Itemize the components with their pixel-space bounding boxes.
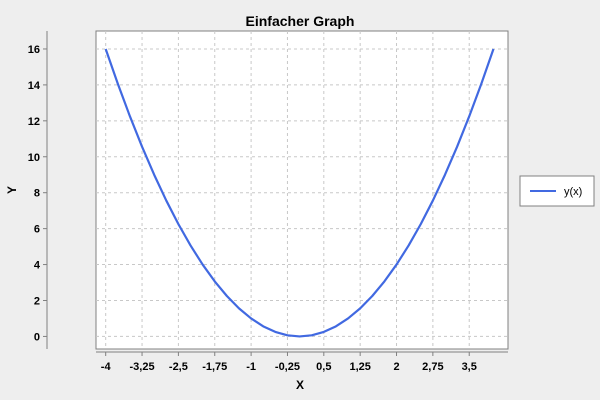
x-tick-label: -3,25	[130, 361, 155, 373]
x-tick-label: -4	[101, 361, 112, 373]
grid	[96, 31, 508, 349]
chart-title: Einfacher Graph	[246, 13, 355, 29]
x-tick-label: -2,5	[169, 361, 188, 373]
series-layer	[104, 48, 495, 338]
legend-label: y(x)	[564, 186, 582, 198]
y-tick-label: 14	[28, 80, 41, 92]
x-tick-label: -0,25	[275, 361, 300, 373]
y-tick-label: 12	[28, 116, 40, 128]
x-tick-label: 0,5	[316, 361, 331, 373]
axes: -4 -3,25 -2,5 -1,75 -1 -0,25 0,5 1,25 2 2,75 3,5 0 2…	[28, 31, 508, 373]
y-axis-label: Y	[5, 186, 19, 194]
y-tick-label: 10	[28, 152, 40, 164]
y-tick-label: 2	[34, 295, 40, 307]
plot-area	[95, 30, 509, 350]
x-tick-label: -1,75	[202, 361, 227, 373]
y-tick-label: 16	[28, 44, 40, 56]
x-tick-label: 1,25	[349, 361, 370, 373]
y-tick-label: 4	[34, 260, 41, 272]
y-tick-label: 0	[34, 331, 40, 343]
x-tick-label: 3,5	[462, 361, 477, 373]
x-tick-label: 2,75	[422, 361, 443, 373]
x-axis-label: X	[296, 378, 304, 392]
y-tick-label: 6	[34, 224, 40, 236]
legend: y(x)	[519, 175, 595, 207]
y-tick-label: 8	[34, 188, 40, 200]
series-line	[104, 48, 495, 338]
x-tick-label: -1	[246, 361, 256, 373]
x-tick-label: 2	[393, 361, 399, 373]
